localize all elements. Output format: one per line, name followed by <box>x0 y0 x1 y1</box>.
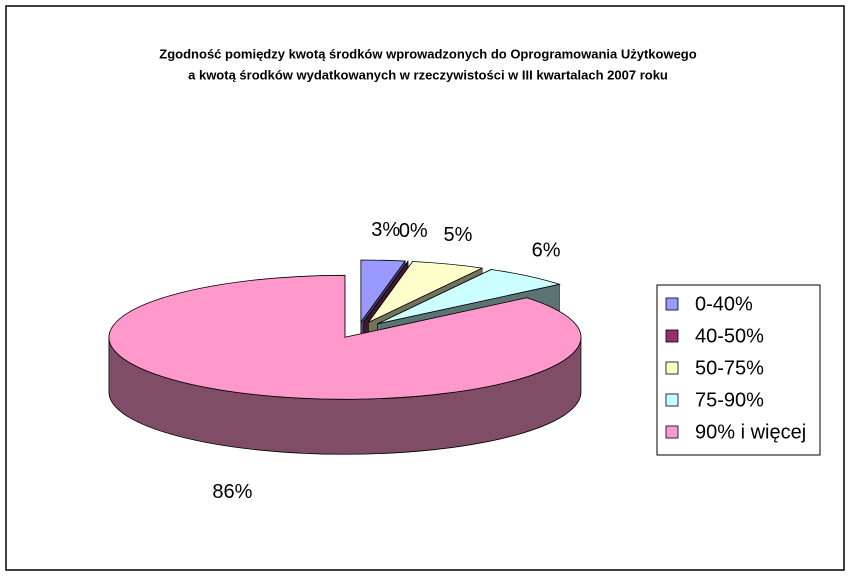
legend-label: 75-90% <box>695 389 764 411</box>
legend-swatch <box>665 361 679 375</box>
legend-swatch <box>665 425 679 439</box>
data-label: 3% <box>371 219 400 241</box>
legend-label: 90% i więcej <box>695 421 806 443</box>
legend-label: 40-50% <box>695 325 764 347</box>
legend-swatch <box>665 393 679 407</box>
data-label: 86% <box>212 481 252 503</box>
chart-title: Zgodność pomiędzy kwotą środków wprowadz… <box>159 46 696 61</box>
legend-swatch <box>665 329 679 343</box>
slice <box>108 274 582 400</box>
data-label: 5% <box>443 224 472 246</box>
legend <box>656 284 821 456</box>
chart-title: a kwotą środków wydatkowanych w rzeczywi… <box>188 67 668 82</box>
slice <box>360 259 406 324</box>
legend-swatch <box>665 297 679 311</box>
data-label: 6% <box>532 240 561 262</box>
slice <box>368 261 484 323</box>
legend-label: 50-75% <box>695 357 764 379</box>
slice <box>377 269 561 325</box>
legend-label: 0-40% <box>695 293 753 315</box>
data-label: 0% <box>399 220 428 242</box>
